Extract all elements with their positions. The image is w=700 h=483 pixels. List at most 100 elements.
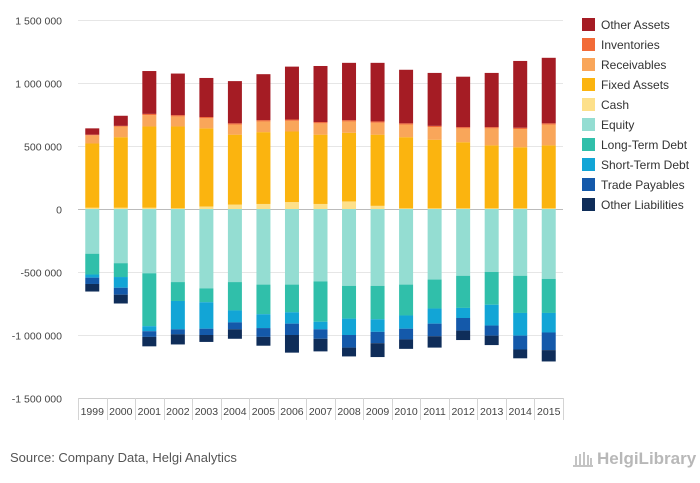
bar-segment [313, 122, 328, 124]
legend-label: Cash [601, 98, 629, 112]
bar-segment [456, 275, 471, 308]
bar-segment [170, 115, 185, 117]
bar-segment [541, 57, 556, 124]
bar-segment [513, 208, 528, 209]
bar-segment [541, 312, 556, 333]
bar-segment [142, 115, 157, 127]
bar-segment [142, 326, 157, 332]
bar-segment [342, 132, 357, 202]
bar-segment [170, 126, 185, 209]
bar-segment [456, 209, 471, 276]
bar-segment [227, 209, 242, 283]
bar-segment [484, 145, 499, 209]
bar-segment [484, 127, 499, 129]
bar-segment [342, 318, 357, 335]
x-tick-label: 2010 [394, 406, 418, 418]
bar-segment [142, 71, 157, 114]
bar-segment [170, 334, 185, 345]
bar-segment [541, 145, 556, 209]
bar-segment [342, 335, 357, 348]
bar-segment [541, 124, 556, 146]
x-tick-label: 1999 [81, 406, 105, 418]
bar-segment [256, 336, 271, 346]
y-tick-label: 1 000 000 [15, 79, 62, 91]
bar-segment [513, 147, 528, 209]
bar-segment [170, 116, 185, 127]
bar-segment [113, 137, 128, 208]
legend-swatch [582, 58, 595, 71]
bar-segment [142, 126, 157, 208]
bar-segment [113, 209, 128, 264]
legend-swatch [582, 118, 595, 131]
bar-segment [85, 134, 100, 136]
bar-segment [399, 137, 414, 209]
bar-segment [484, 325, 499, 336]
bar-segment [342, 285, 357, 319]
bar-segment [313, 329, 328, 339]
bar-segment [113, 126, 128, 138]
bar-segment [170, 282, 185, 301]
y-tick-label: 500 000 [24, 142, 62, 154]
bar-segment [85, 253, 100, 275]
legend-swatch [582, 78, 595, 91]
bar-segment [199, 206, 214, 209]
bar-segment [313, 203, 328, 209]
bar-segment [313, 123, 328, 135]
bar-segment [456, 76, 471, 128]
bar-segment [256, 314, 271, 329]
bar-segment [85, 143, 100, 208]
bar-segment [227, 322, 242, 330]
bar-segment [399, 328, 414, 340]
bar-segment [227, 134, 242, 205]
bar-segment [199, 209, 214, 289]
x-tick-label: 2006 [280, 406, 304, 418]
bar-segment [113, 294, 128, 304]
bar-segment [456, 128, 471, 143]
x-tick-label: 2011 [423, 406, 446, 418]
x-tick-label: 2008 [337, 406, 361, 418]
bar-segment [199, 117, 214, 119]
bar-segment [85, 128, 100, 135]
bars [85, 57, 556, 362]
bar-segment [85, 209, 100, 254]
bar-segment [456, 208, 471, 209]
bar-segment [541, 123, 556, 125]
bar-segment [541, 278, 556, 313]
x-tick-label: 2003 [195, 406, 219, 418]
bar-segment [256, 328, 271, 337]
legend-label: Short-Term Debt [601, 158, 690, 172]
bar-segment [227, 204, 242, 209]
bar-segment [513, 349, 528, 359]
bar-segment [227, 81, 242, 124]
bar-segment [227, 282, 242, 311]
bar-segment [142, 273, 157, 327]
bar-segment [399, 209, 414, 285]
bar-segment [456, 330, 471, 341]
bar-segment [199, 302, 214, 329]
bar-segment [370, 331, 385, 344]
legend-swatch [582, 18, 595, 31]
bar-segment [427, 125, 442, 128]
logo-text: HelgiLibrary [597, 449, 697, 468]
bar-segment [284, 120, 299, 132]
bar-segment [284, 202, 299, 209]
bar-segment [342, 120, 357, 122]
bar-segment [456, 307, 471, 318]
bar-segment [227, 310, 242, 323]
bar-segment [113, 207, 128, 209]
bar-segment [313, 65, 328, 123]
x-tick-label: 2002 [166, 406, 190, 418]
x-tick-label: 2013 [480, 406, 504, 418]
bar-segment [427, 72, 442, 126]
legend-label: Other Liabilities [601, 198, 684, 212]
legend-label: Other Assets [601, 18, 670, 32]
bar-segment [256, 132, 271, 204]
bar-segment [313, 134, 328, 204]
bar-segment [370, 285, 385, 320]
bar-segment [370, 121, 385, 123]
bar-segment [342, 201, 357, 209]
bar-segment [427, 208, 442, 209]
source-note: Source: Company Data, Helgi Analytics [10, 450, 237, 465]
bar-segment [284, 312, 299, 324]
bar-segment [484, 208, 499, 209]
